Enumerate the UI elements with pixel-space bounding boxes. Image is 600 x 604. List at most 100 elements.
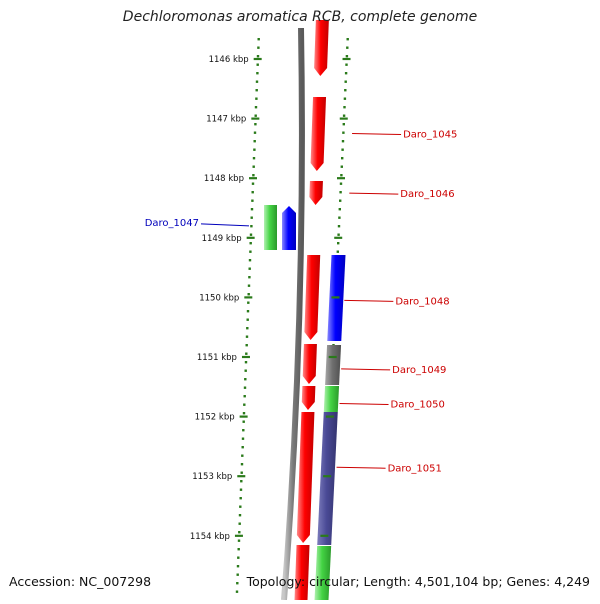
length-value: 4,501,104 bp	[414, 574, 499, 589]
ruler-dot-left	[236, 582, 239, 585]
ruler-dot-left	[252, 157, 256, 160]
ruler-dot-right	[343, 97, 347, 100]
ruler-dot-left	[247, 284, 251, 287]
ruler-dot-left	[249, 250, 252, 253]
ruler-dot-right	[344, 80, 347, 83]
gene-leader-line	[344, 299, 394, 302]
gene-label[interactable]: Daro_1045	[403, 130, 457, 141]
gene-arrow-red	[296, 412, 315, 543]
gene-arrow-red	[294, 545, 310, 600]
gene-arrow-blue	[282, 206, 296, 250]
gene-arrow-red	[301, 386, 316, 410]
gene-leader-line	[341, 368, 391, 371]
ruler-dot-right	[341, 140, 345, 143]
ruler-dot-left	[248, 276, 251, 279]
accession-info: Accession: NC_007298	[9, 574, 151, 589]
ruler-dot-right	[336, 250, 339, 253]
ruler-dot-right	[345, 55, 349, 58]
gene-label[interactable]: Daro_1051	[388, 463, 442, 474]
ruler-dot-left	[256, 55, 260, 58]
ruler-dot-left	[255, 97, 258, 100]
gene-label[interactable]: Daro_1048	[395, 296, 449, 307]
ruler-dot-left	[238, 514, 242, 517]
ruler-dot-left	[257, 46, 260, 49]
ruler-dot-left	[238, 522, 241, 525]
ruler-dot-left	[251, 191, 254, 194]
gene-leader-line	[352, 133, 402, 135]
ruler-dot-left	[251, 199, 254, 202]
ruler-dot-left	[255, 80, 259, 83]
ruler-dot-left	[249, 233, 253, 236]
ruler-dot-right	[339, 199, 342, 202]
ruler-dot-left	[242, 412, 246, 415]
axis-tick-label: 1147 kbp	[206, 115, 246, 125]
ruler-dot-left	[245, 335, 249, 338]
genome-backbone	[281, 27, 305, 601]
gene-box-green	[264, 205, 277, 250]
gene-box-navy	[317, 412, 338, 545]
ruler-dot-left	[241, 437, 245, 440]
gene-box-green	[314, 546, 332, 600]
ruler-dot-left	[247, 301, 250, 304]
ruler-dot-left	[242, 420, 245, 423]
ruler-dot-right	[339, 191, 342, 194]
gene-arrow-red	[302, 344, 317, 384]
ruler-dot-left	[239, 505, 242, 508]
length-label: Length:	[363, 574, 411, 589]
ruler-dot-left	[250, 225, 253, 228]
ruler-dot-left	[237, 539, 241, 542]
ruler-dot-left	[256, 63, 259, 66]
gene-label[interactable]: Daro_1050	[391, 399, 445, 410]
ruler-dot-right	[344, 89, 347, 92]
ruler-dot-left	[247, 293, 250, 296]
ruler-dot-left	[244, 369, 247, 372]
ruler-dot-left	[241, 454, 244, 457]
ruler-dot-left	[238, 531, 241, 534]
ruler-dot-left	[237, 556, 240, 559]
ruler-dot-right	[341, 157, 344, 160]
ruler-dot-right	[342, 131, 345, 134]
ruler-dot-right	[343, 106, 346, 109]
topology-value: circular	[309, 574, 356, 589]
accession-value: NC_007298	[79, 574, 152, 589]
ruler-dot-left	[235, 590, 239, 593]
ruler-dot-left	[236, 573, 239, 576]
ruler-dot-left	[244, 378, 247, 381]
ruler-dot-left	[254, 114, 257, 117]
axis-tick-label: 1151 kbp	[197, 353, 237, 363]
ruler-dot-right	[346, 38, 349, 41]
gene-label[interactable]: Daro_1047	[145, 218, 199, 229]
genes-label: Genes:	[506, 574, 551, 589]
ruler-dot-right	[338, 208, 341, 211]
ruler-dot-left	[240, 471, 243, 474]
axis-tick-label: 1146 kbp	[209, 55, 249, 65]
ruler-dot-left	[236, 565, 240, 568]
ruler-dot-left	[248, 267, 251, 270]
ruler-dot-left	[254, 106, 258, 109]
axis-tick-label: 1154 kbp	[190, 532, 230, 542]
ruler-dot-left	[251, 182, 255, 185]
ruler-dot-left	[257, 38, 260, 41]
gene-label[interactable]: Daro_1049	[392, 365, 446, 376]
ruler-dot-right	[341, 148, 344, 151]
ruler-dot-left	[241, 446, 244, 449]
ruler-dot-left	[240, 463, 244, 466]
gene-labels: Daro_1045 Daro_1046 Daro_1047 Daro_1048 Daro…	[145, 130, 458, 475]
ruler-dot-right	[337, 225, 341, 228]
ruler-dot-right	[344, 72, 348, 75]
ruler-dot-right	[339, 182, 343, 185]
genome-summary: Topology: circular; Length: 4,501,104 bp…	[246, 574, 590, 589]
gene-label[interactable]: Daro_1046	[400, 189, 454, 200]
ruler-dot-left	[243, 386, 247, 389]
gene-arrow-red	[304, 255, 321, 340]
map-title: Dechloromonas aromatica RCB, complete ge…	[122, 9, 478, 25]
ruler-dot-left	[246, 310, 250, 313]
ruler-dot-left	[256, 72, 259, 75]
ruler-dot-right	[342, 114, 346, 117]
ruler-dot-right	[340, 165, 343, 168]
gene-box-green	[323, 386, 340, 412]
ruler-dot-left	[242, 429, 245, 432]
gene-arrow-red	[309, 181, 323, 205]
